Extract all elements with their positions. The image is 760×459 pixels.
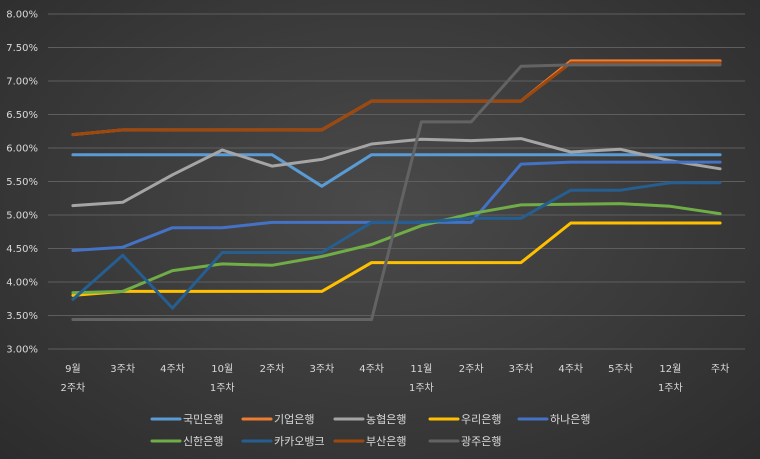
x-tick-label: 1주차 [409, 382, 434, 394]
y-tick-label: 3.00% [6, 345, 38, 356]
x-tick-label: 4주차 [558, 363, 583, 375]
x-tick-label: 1주차 [658, 382, 683, 394]
y-tick-label: 7.50% [6, 43, 38, 54]
y-tick-label: 5.50% [6, 177, 38, 188]
x-axis: 9월 2주차 3주차 4주차 10월 1주차 2주차 3주차 4주차 11월 1주차 2주차 3주차 4주… [61, 363, 730, 394]
legend-label: 국민은행 [183, 413, 223, 426]
series-line [71, 221, 722, 297]
y-tick-label: 4.00% [6, 278, 38, 289]
series-line [71, 63, 722, 321]
series-line [71, 137, 722, 208]
legend-label: 기업은행 [274, 413, 314, 426]
x-tick-label: 4주차 [359, 363, 384, 375]
x-tick-label: 3주차 [309, 363, 334, 375]
legend-label: 우리은행 [461, 413, 501, 426]
x-tick-label: 2주차 [459, 363, 484, 375]
series-lines [71, 59, 722, 321]
legend-label: 부산은행 [366, 435, 406, 448]
legend-label: 농협은행 [366, 413, 406, 426]
legend-label: 카카오뱅크 [274, 435, 325, 448]
x-tick-label: 3주차 [509, 363, 534, 375]
series-line [71, 59, 722, 137]
y-tick-label: 3.50% [6, 311, 38, 322]
x-tick-label: 2주차 [260, 363, 285, 375]
legend-label: 광주은행 [461, 435, 501, 448]
y-tick-label: 4.50% [6, 244, 38, 255]
legend-label: 신한은행 [183, 435, 223, 448]
series-line [71, 202, 722, 295]
x-tick-label: 5주차 [608, 363, 633, 375]
x-tick-label: 10월 [211, 363, 233, 375]
x-tick-label: 9월 [65, 363, 81, 375]
series-line [71, 181, 722, 310]
x-tick-label: 1주차 [210, 382, 235, 394]
x-tick-label: 11월 [410, 363, 432, 375]
y-tick-label: 6.50% [6, 110, 38, 121]
x-tick-label: 12월 [659, 363, 681, 375]
y-tick-label: 7.00% [6, 77, 38, 88]
y-tick-label: 6.00% [6, 144, 38, 155]
y-tick-label: 8.00% [6, 10, 38, 21]
y-axis: 3.00% 3.50% 4.00% 4.50% 5.00% 5.50% 6.00% 6.50%… [6, 10, 38, 356]
x-tick-label: 4주차 [160, 363, 185, 375]
series-line [71, 61, 722, 137]
x-tick-label: 3주차 [110, 363, 135, 375]
x-tick-label: 주차 [711, 363, 729, 375]
series-line [71, 153, 722, 188]
x-tick-label: 2주차 [61, 382, 86, 394]
y-tick-label: 5.00% [6, 211, 38, 222]
legend-label: 하나은행 [550, 412, 590, 426]
